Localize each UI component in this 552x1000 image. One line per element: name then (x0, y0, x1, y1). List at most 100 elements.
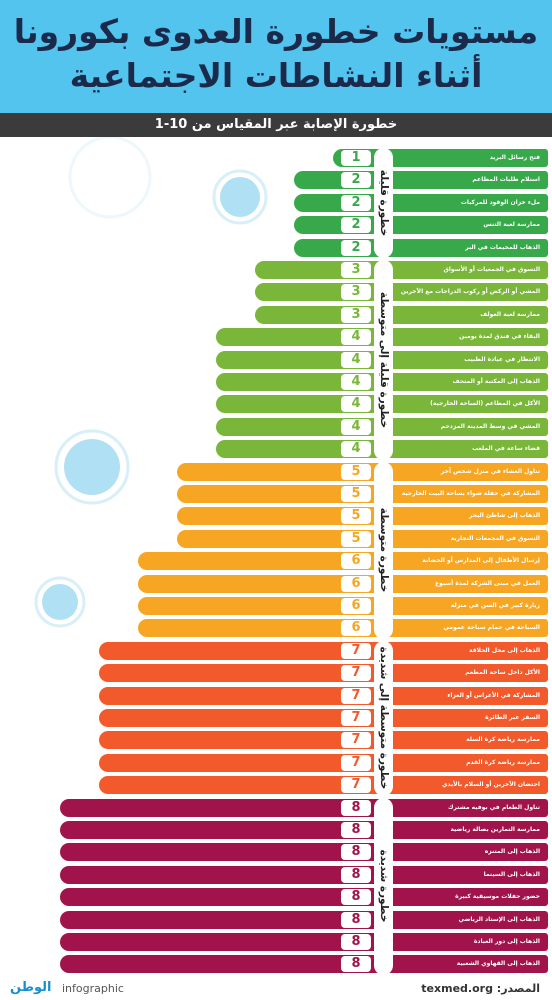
value-label: 2 (341, 194, 371, 211)
group-strip: خطورة شديدة (374, 797, 393, 975)
bar (99, 731, 548, 750)
group-label: خطورة قليلة (377, 169, 390, 237)
group-strip: خطورة متوسطة إلى شديدة (374, 640, 393, 796)
bar-label: ممارسة رياضة كرة السلة (466, 736, 540, 744)
bar-label: حضور حفلات موسيقية كبيرة (455, 893, 540, 901)
bar (99, 776, 548, 795)
value-label: 8 (341, 866, 371, 883)
value-label: 7 (341, 665, 371, 682)
bar-label: الذهاب إلى دور العبادة (473, 938, 540, 945)
value-label: 4 (341, 418, 371, 435)
value-label: 2 (341, 217, 371, 234)
value-label: 3 (341, 262, 371, 278)
group-label: خطورة شديدة (377, 849, 390, 923)
decoration (34, 137, 268, 628)
header: مستويات خطورة العدوى بكورونا أثناء النشا… (0, 0, 552, 113)
value-label: 7 (341, 710, 371, 726)
bar-label: الذهاب إلى شاطئ البحر (469, 512, 540, 520)
bar-label: المشاركة في الأعراس أو العزاء (447, 691, 540, 699)
value-label: 6 (341, 598, 371, 614)
value-label: 1 (341, 150, 371, 166)
bar-label: الذهاب إلى القهاوي الشعبية (456, 960, 540, 968)
bar-label: السباحة في حمام سباحة عمومي (443, 624, 540, 632)
value-label: 5 (341, 508, 371, 525)
bar-label: احتضان الآخرين أو السلام بالأيدي (441, 781, 540, 789)
group-label: خطورة متوسطة (377, 507, 390, 593)
bar (60, 910, 548, 929)
bar-label: الذهاب للمخيمات في البر (465, 243, 540, 251)
bar-label: التسوق في الجمعيات أو الأسواق (443, 266, 540, 273)
bar-label: الأكل داخل ساحة المطعم (465, 669, 540, 677)
subtitle: خطورة الإصابة عبر المقياس من 10-1 (0, 113, 552, 137)
value-label: 8 (341, 956, 371, 973)
value-label: 2 (341, 239, 371, 256)
bar (99, 709, 548, 727)
bar-label: التسوق في المجمعات التجارية (450, 534, 540, 542)
value-label: 4 (341, 441, 371, 458)
value-label: 8 (341, 889, 371, 906)
value-label: 4 (341, 396, 371, 413)
bar-label: إرسال الأطفال إلى المدارس أو الحضانة (422, 557, 540, 565)
value-label: 8 (341, 822, 371, 838)
title-line: أثناء النشاطات الاجتماعية (69, 56, 483, 95)
value-label: 3 (341, 306, 371, 323)
bar (255, 305, 548, 324)
value-label: 6 (341, 553, 371, 570)
value-label: 5 (341, 463, 371, 480)
value-label: 2 (341, 172, 371, 189)
bar-label: المشي أو الركض أو ركوب الدراجات مع الآخر… (400, 288, 540, 296)
bar-label: ممارسة التمارين بصالة رياضية (450, 826, 540, 833)
bar-label: تناول الطعام في بوفيه مشترك (448, 803, 540, 811)
value-label: 4 (341, 351, 371, 368)
bar (255, 283, 548, 302)
bar (60, 798, 548, 817)
bar-label: الانتظار في عيادة الطبيب (464, 355, 540, 363)
bar-label: قضاء ساعة في الملعب (472, 445, 540, 453)
value-label: 5 (341, 530, 371, 547)
tag: infographic (62, 982, 124, 995)
footer: المصدر: texmed.org الوطن infographic (0, 980, 552, 1000)
group-label: خطورة متوسطة إلى شديدة (377, 646, 390, 790)
value-label: 7 (341, 642, 371, 659)
bar-label: البقاء في فندق لمدة يومين (459, 333, 540, 341)
bar-label: الأكل في المطاعم (الساحة الخارجية) (430, 400, 540, 408)
bar (255, 261, 548, 279)
bar-label: المشي في وسط المدينة المزدحم (440, 422, 540, 430)
value-label: 7 (341, 754, 371, 771)
value-label: 8 (341, 911, 371, 928)
bar-label: الذهاب إلى المتنزه (484, 848, 540, 856)
value-label: 6 (341, 575, 371, 592)
source-label: المصدر: (496, 982, 540, 995)
group-strip: خطورة قليلة إلى متوسطة (374, 260, 393, 460)
value-label: 7 (341, 732, 371, 749)
bar-label: الذهاب إلى المكتبة أو المتحف (452, 378, 540, 385)
bar-label: فتح رسائل البريد (489, 154, 540, 161)
value-label: 3 (341, 284, 371, 301)
value-label: 6 (341, 620, 371, 637)
bar-label: ملء خزان الوقود للمركبات (460, 198, 540, 206)
bar (60, 865, 548, 884)
source: المصدر: texmed.org (421, 982, 540, 995)
value-label: 8 (341, 799, 371, 816)
value-label: 8 (341, 934, 371, 950)
source-value: texmed.org (421, 982, 493, 995)
bar (99, 753, 548, 772)
bar (99, 686, 548, 705)
value-label: 4 (341, 374, 371, 390)
bar (60, 955, 548, 974)
bar-label: السفر عبر الطائرة (485, 714, 540, 721)
bar (60, 821, 548, 839)
bar-label: ممارسة رياضة كرة القدم (466, 758, 540, 766)
group-strip: خطورة متوسطة (374, 461, 393, 639)
value-label: 7 (341, 687, 371, 704)
bar (60, 843, 548, 862)
value-label: 7 (341, 777, 371, 794)
group-label: خطورة قليلة إلى متوسطة (377, 291, 390, 428)
bar (99, 641, 548, 660)
value-label: 5 (341, 486, 371, 502)
bar (99, 664, 548, 683)
bar-label: الذهاب إلى محل الحلاقة (468, 646, 540, 654)
bar-label: المشاركة في حفلة شواء بساحة البيت الخارج… (401, 490, 540, 497)
bar-label: الذهاب إلى السينما (483, 870, 540, 878)
